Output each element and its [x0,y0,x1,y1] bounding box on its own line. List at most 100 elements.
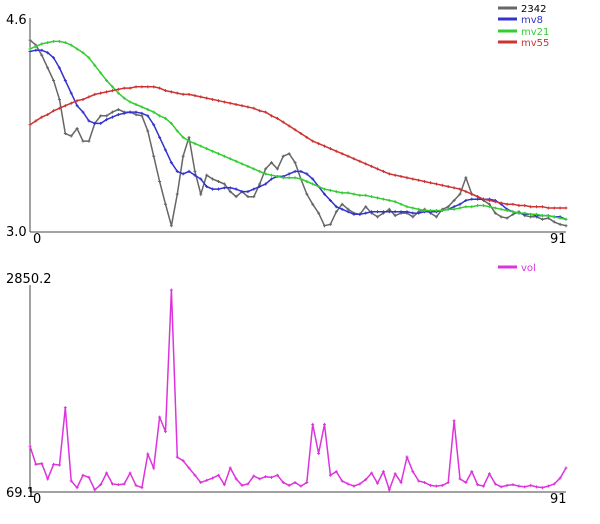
data-point-mv21 [181,135,185,139]
price-chart: 4.6 3.0 0 91 2342 mv8 mv21 [6,4,568,247]
data-point-mv55 [511,202,515,206]
data-point-vol [523,485,527,489]
legend-label-vol: vol [521,263,536,274]
data-point-vol [517,484,521,488]
data-point-2342 [264,167,268,171]
data-point-mv21 [211,149,215,153]
data-point-2342 [281,154,285,158]
data-point-vol [275,473,279,477]
data-point-mv8 [299,169,303,173]
data-point-mv8 [87,119,91,123]
data-point-2342 [205,173,209,177]
data-point-mv21 [511,210,515,214]
data-point-mv55 [405,176,409,180]
volume-chart: 2850.2 69.1 0 91 vol [6,263,568,507]
data-point-2342 [228,190,232,194]
data-point-mv8 [370,210,374,214]
data-point-mv55 [264,110,268,114]
data-point-mv55 [482,197,486,201]
legend-item-2342: 2342 [498,4,546,15]
data-point-mv21 [429,209,433,213]
legend-item-mv21: mv21 [498,27,549,38]
data-point-mv8 [105,118,109,122]
data-point-mv21 [381,197,385,201]
data-point-mv55 [517,203,521,207]
data-point-mv8 [146,114,150,118]
data-point-mv8 [264,182,268,186]
data-point-2342 [252,195,256,199]
data-point-mv55 [540,205,544,209]
data-point-mv21 [169,121,173,125]
data-point-vol [234,477,238,481]
data-point-vol [87,475,91,479]
data-point-2342 [287,152,291,156]
data-point-vol [181,459,185,463]
data-point-mv21 [346,191,350,195]
data-point-mv55 [352,157,356,161]
legend-label-mv55: mv55 [521,38,549,49]
data-point-2342 [446,205,450,209]
data-point-mv55 [275,116,279,120]
data-point-mv21 [529,212,533,216]
data-point-mv8 [205,185,209,189]
data-point-mv21 [28,47,32,51]
data-point-vol [93,488,97,492]
data-point-2342 [511,212,515,216]
data-point-mv8 [364,211,368,215]
volume-y-top-label: 2850.2 [6,272,52,287]
data-point-mv8 [169,161,173,165]
data-point-mv21 [134,102,138,106]
data-point-vol [358,482,362,486]
data-point-vol [146,452,150,456]
data-point-mv21 [234,159,238,163]
series-line-vol [29,289,567,493]
data-point-2342 [552,220,556,224]
data-point-mv55 [87,95,91,99]
volume-series-lines [28,288,568,493]
data-point-mv21 [540,214,544,218]
volume-x-end-label: 91 [550,492,567,507]
data-point-mv21 [128,100,132,104]
data-point-vol [299,484,303,488]
volume-y-bottom-label: 69.1 [6,486,35,501]
data-point-mv21 [187,139,191,143]
data-point-mv21 [246,164,250,168]
data-point-vol [63,406,67,410]
data-point-mv55 [334,149,338,153]
data-point-mv8 [134,110,138,114]
legend-label-2342: 2342 [521,4,546,15]
data-point-2342 [57,97,61,101]
data-point-mv55 [52,109,56,113]
data-point-vol [52,462,56,466]
data-point-mv55 [535,205,539,209]
data-point-mv8 [199,177,203,181]
data-point-vol [429,483,433,487]
data-point-mv21 [105,79,109,82]
data-point-mv21 [163,116,167,120]
data-point-mv8 [305,172,309,176]
data-point-2342 [546,216,550,220]
price-series-lines [28,38,568,228]
data-point-2342 [211,177,215,181]
data-point-mv8 [464,198,468,202]
data-point-vol [211,476,215,480]
data-point-mv8 [63,79,67,82]
data-point-vol [405,455,409,459]
data-point-vol [287,483,291,487]
data-point-vol [246,482,250,486]
data-point-mv21 [299,177,303,181]
data-point-vol [440,483,444,487]
data-point-mv21 [252,167,256,171]
data-point-mv55 [163,89,167,93]
data-point-vol [452,419,456,423]
data-point-mv21 [152,110,156,114]
data-point-mv55 [122,86,126,90]
data-point-mv55 [281,120,285,124]
data-point-2342 [487,202,491,206]
data-point-mv21 [146,108,150,112]
data-point-mv55 [476,195,480,199]
data-point-vol [364,478,368,482]
data-point-mv21 [317,185,321,189]
data-point-mv21 [411,206,415,210]
data-point-2342 [216,180,220,183]
